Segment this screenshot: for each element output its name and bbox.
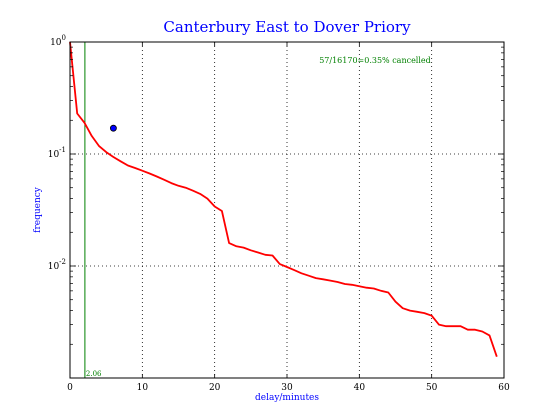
x-axis-label: delay/minutes [255, 393, 319, 403]
marker-point [110, 124, 117, 132]
x-tick-label: 60 [498, 383, 510, 393]
reference-vline-label: 2.06 [86, 370, 102, 378]
x-tick-label: 40 [354, 383, 366, 393]
y-tick-label: 10-1 [48, 146, 66, 160]
x-tick-label: 20 [209, 383, 221, 393]
plot-area: 2.06 [69, 41, 498, 378]
x-tick-label: 10 [137, 383, 149, 393]
x-tick-label: 50 [426, 383, 438, 393]
y-tick-label: 100 [50, 34, 66, 48]
cancelled-annotation: 57/16170=0.35% cancelled [319, 56, 431, 65]
x-tick-label: 30 [281, 383, 293, 393]
grid [70, 42, 504, 378]
y-axis-label: frequency [33, 186, 43, 233]
ticks: 0 10 20 30 40 50 60 10-2 10-1 100 [48, 34, 510, 393]
y-tick-label: 10-2 [48, 258, 66, 272]
x-tick-label: 0 [67, 383, 73, 393]
delay-frequency-line [69, 41, 498, 357]
chart-title: Canterbury East to Dover Priory [163, 18, 411, 36]
